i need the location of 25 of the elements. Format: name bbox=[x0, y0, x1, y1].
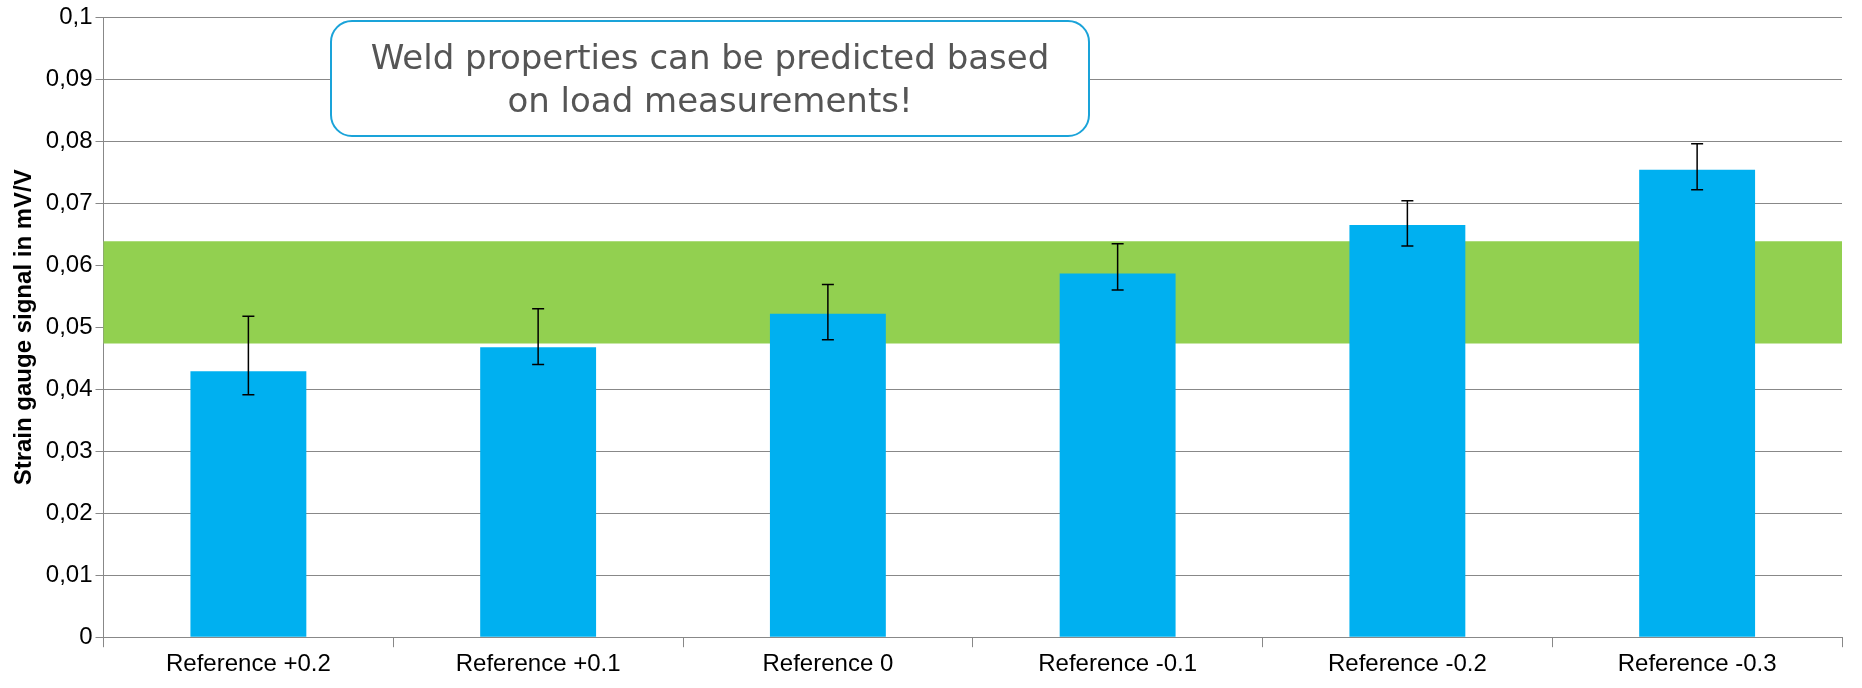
y-tick-label: 0,07 bbox=[45, 187, 93, 215]
x-tick-label: Reference +0.1 bbox=[455, 649, 621, 677]
x-tick-label: Reference +0.2 bbox=[165, 649, 331, 677]
bar bbox=[769, 313, 886, 637]
y-tick-label: 0,03 bbox=[45, 435, 93, 463]
bar bbox=[190, 371, 307, 637]
y-tick-label: 0,09 bbox=[45, 64, 93, 91]
y-tick-label: 0,01 bbox=[45, 559, 93, 587]
y-tick-label: 0,06 bbox=[45, 249, 93, 277]
y-tick-label: 0,05 bbox=[45, 311, 93, 339]
bar bbox=[1639, 169, 1756, 637]
x-tick-label: Reference -0.3 bbox=[1617, 649, 1777, 677]
bar bbox=[480, 347, 597, 637]
y-tick-label: 0,08 bbox=[45, 125, 93, 153]
x-tick-label: Reference -0.2 bbox=[1327, 649, 1487, 677]
y-tick-label: 0,04 bbox=[45, 373, 93, 401]
y-tick-label: 0,1 bbox=[59, 2, 93, 30]
y-axis-title: Strain gauge signal in mV/V bbox=[9, 169, 37, 486]
x-tick-label: Reference 0 bbox=[762, 649, 894, 677]
annotation: Weld properties can be predicted based on load measurements! bbox=[330, 20, 1090, 137]
y-tick-label: 0 bbox=[79, 621, 93, 649]
y-tick-label: 0,02 bbox=[45, 497, 93, 525]
bar bbox=[1059, 273, 1176, 637]
bar bbox=[1349, 225, 1466, 637]
x-tick-label: Reference -0.1 bbox=[1038, 649, 1198, 677]
